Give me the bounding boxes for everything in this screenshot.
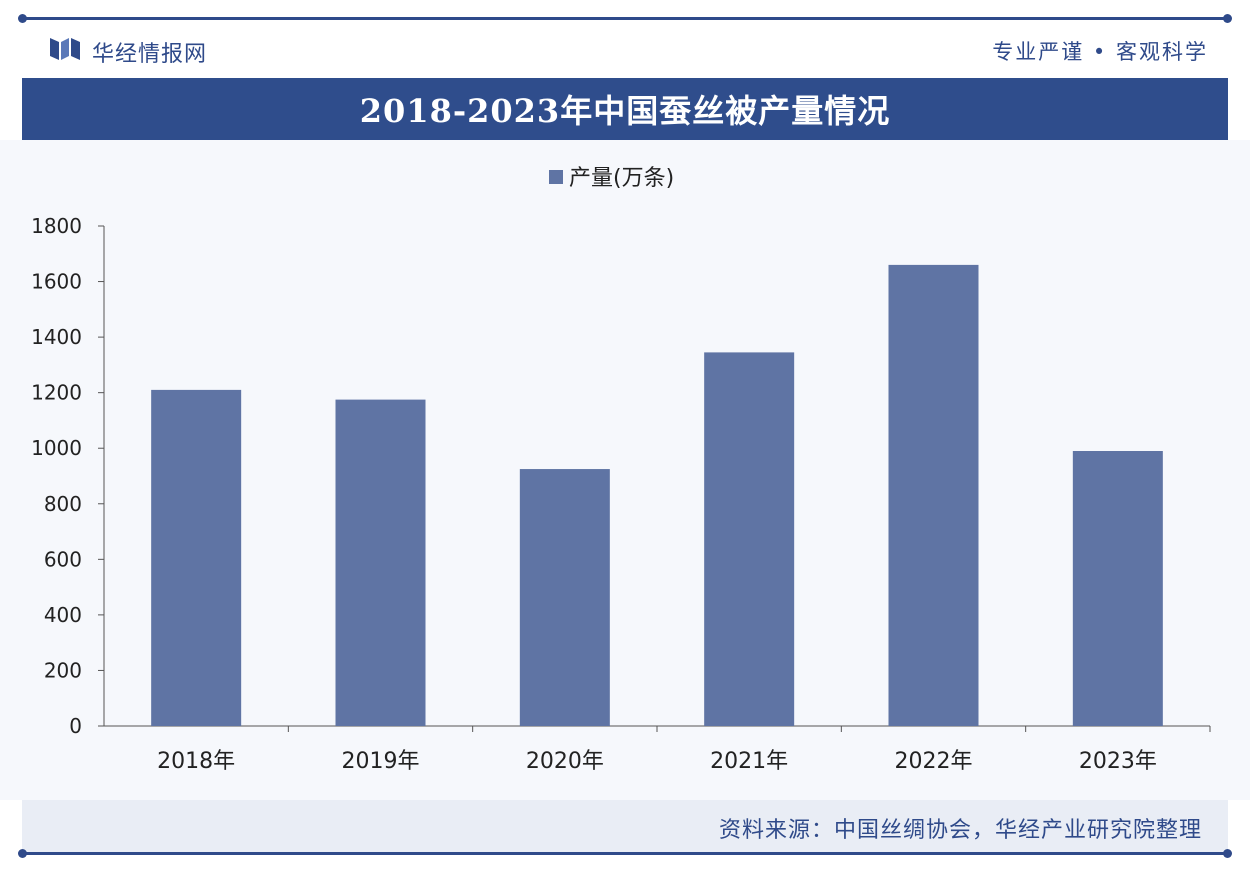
title-bar: 2018-2023年中国蚕丝被产量情况 bbox=[22, 78, 1228, 140]
y-tick-label: 800 bbox=[44, 492, 82, 516]
x-tick-label: 2023年 bbox=[1079, 749, 1157, 774]
bar bbox=[151, 389, 242, 726]
bottom-frame-line bbox=[22, 852, 1228, 855]
chart-area: 产量(万条) 0 200 400 600 800 1000 1200 1400 1600 1800 2… bbox=[0, 140, 1250, 800]
x-tick-label: 2022年 bbox=[895, 749, 973, 774]
y-tick-label: 1200 bbox=[31, 381, 82, 405]
legend-label: 产量(万条) bbox=[569, 166, 674, 191]
bar bbox=[519, 469, 610, 726]
y-tick-label: 200 bbox=[44, 658, 82, 682]
y-tick-label: 400 bbox=[44, 603, 82, 627]
footer-bar: 资料来源：中国丝绸协会，华经产业研究院整理 bbox=[22, 800, 1228, 852]
y-tick-label: 0 bbox=[69, 714, 82, 738]
frame-dot-top-left bbox=[18, 14, 27, 23]
motto: 专业严谨 • 客观科学 bbox=[992, 40, 1208, 64]
y-tick-label: 1800 bbox=[31, 214, 82, 238]
chart-title: 2018-2023年中国蚕丝被产量情况 bbox=[359, 92, 891, 130]
brand-logo-icon bbox=[50, 38, 80, 60]
x-tick-label: 2018年 bbox=[157, 749, 235, 774]
bar-chart: 产量(万条) 0 200 400 600 800 1000 1200 1400 1600 1800 2… bbox=[31, 166, 1211, 774]
source-note: 资料来源：中国丝绸协会，华经产业研究院整理 bbox=[718, 818, 1202, 843]
frame-dot-top-right bbox=[1223, 14, 1232, 23]
bar bbox=[335, 399, 426, 726]
x-tick-label: 2019年 bbox=[342, 749, 420, 774]
y-tick-label: 1600 bbox=[31, 270, 82, 294]
y-tick-label: 1400 bbox=[31, 325, 82, 349]
bar bbox=[888, 264, 979, 726]
legend-swatch bbox=[549, 170, 563, 184]
top-frame-line bbox=[22, 17, 1228, 20]
x-tick-label: 2020年 bbox=[526, 749, 604, 774]
y-tick-label: 1000 bbox=[31, 436, 82, 460]
x-tick-label: 2021年 bbox=[710, 749, 788, 774]
y-tick-label: 600 bbox=[44, 547, 82, 571]
frame-dot-bottom-left bbox=[18, 849, 27, 858]
bar bbox=[1072, 451, 1163, 726]
header: 华经情报网 专业严谨 • 客观科学 bbox=[22, 28, 1228, 72]
bar bbox=[704, 352, 795, 726]
brand-name: 华经情报网 bbox=[92, 42, 208, 67]
frame-dot-bottom-right bbox=[1223, 849, 1232, 858]
